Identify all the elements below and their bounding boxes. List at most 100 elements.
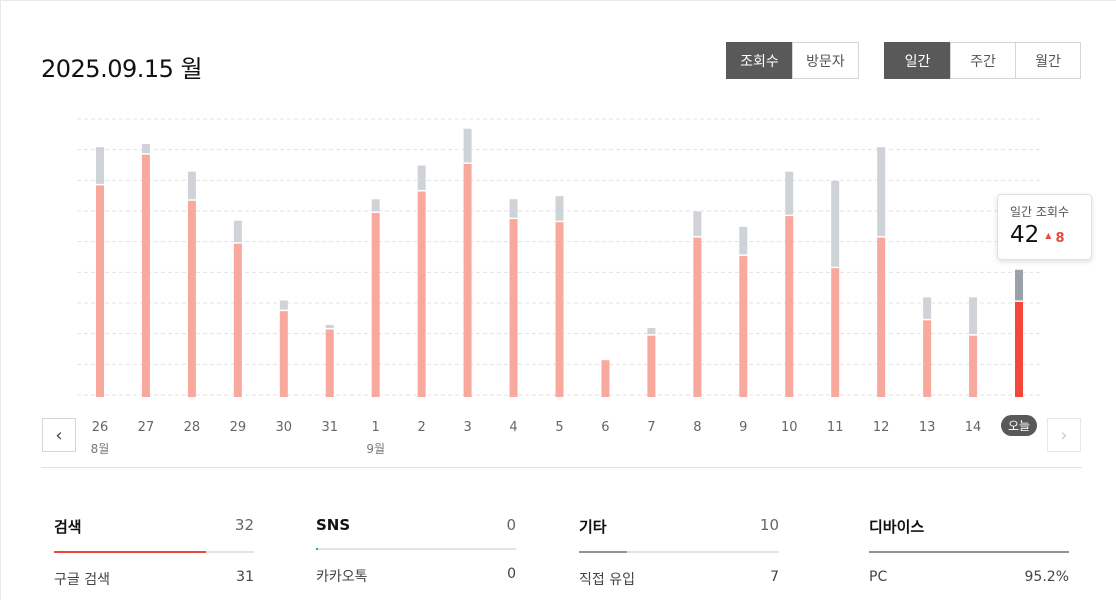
x-tick-label: 3 <box>463 420 471 435</box>
next-button[interactable]: › <box>1047 418 1081 452</box>
period-toggle: 일간 주간 월간 <box>884 42 1081 79</box>
bar-primary[interactable] <box>371 213 380 397</box>
stat-etc[interactable]: 기타 10 직접 유입 7 <box>579 516 779 589</box>
bar-primary[interactable] <box>831 268 840 397</box>
stat-bar <box>54 551 254 553</box>
stat-row-value: 31 <box>236 569 254 585</box>
bar-secondary[interactable] <box>923 297 932 319</box>
stat-row-value: 95.2% <box>1024 569 1069 585</box>
stat-label: 디바이스 <box>869 518 925 536</box>
stat-sns[interactable]: SNS 0 카카오톡 0 <box>316 516 516 586</box>
tooltip-label: 일간 조회수 <box>1010 205 1070 219</box>
bar-primary[interactable] <box>601 360 610 397</box>
bar-primary[interactable] <box>877 237 886 397</box>
x-tick-label: 14 <box>965 420 982 435</box>
stat-label: SNS <box>316 516 351 534</box>
x-tick-label: 5 <box>555 420 563 435</box>
bar-secondary[interactable] <box>969 297 978 335</box>
bar-primary[interactable] <box>785 216 794 397</box>
bar-secondary[interactable] <box>831 180 840 267</box>
divider <box>41 467 1082 468</box>
tab-daily[interactable]: 일간 <box>884 42 951 79</box>
x-tick-label: 9 <box>739 420 747 435</box>
bar-primary[interactable] <box>1015 301 1023 397</box>
x-tick-label: 2 <box>418 420 426 435</box>
bar-secondary[interactable] <box>417 165 426 191</box>
bar-secondary[interactable] <box>325 324 334 329</box>
month-label: 9월 <box>366 442 385 456</box>
tab-monthly[interactable]: 월간 <box>1015 42 1081 79</box>
chevron-left-icon: ‹ <box>55 424 63 446</box>
bar-secondary[interactable] <box>1015 269 1023 301</box>
x-tick-label: 30 <box>276 420 293 435</box>
stat-row-label: 구글 검색 <box>54 572 110 588</box>
bar-primary[interactable] <box>923 320 932 397</box>
chevron-right-icon: › <box>1060 424 1068 446</box>
stat-row-label: PC <box>869 569 888 585</box>
stat-search[interactable]: 검색 32 구글 검색 31 <box>54 516 254 589</box>
x-tick-label: 4 <box>509 420 517 435</box>
bar-primary[interactable] <box>279 311 288 397</box>
bar-secondary[interactable] <box>371 199 380 212</box>
bar-secondary[interactable] <box>96 147 104 184</box>
bar-secondary[interactable] <box>187 171 196 200</box>
bar-secondary[interactable] <box>509 199 518 218</box>
stat-row-label: 카카오톡 <box>316 569 368 585</box>
x-tick-label: 29 <box>230 420 247 435</box>
stat-value: 10 <box>759 516 779 534</box>
bar-secondary[interactable] <box>555 196 564 221</box>
tab-visitors[interactable]: 방문자 <box>792 42 859 79</box>
x-tick-label: 12 <box>873 420 890 435</box>
x-tick-label: 8 <box>693 420 701 435</box>
bar-secondary[interactable] <box>463 128 472 163</box>
stat-value: 0 <box>506 516 516 534</box>
x-tick-label: 13 <box>919 420 936 435</box>
stat-label: 검색 <box>54 518 82 536</box>
x-tick-label: 7 <box>647 420 655 435</box>
x-tick-label: 28 <box>184 420 201 435</box>
stat-bar <box>869 551 1069 553</box>
bar-primary[interactable] <box>141 154 150 397</box>
month-label: 8월 <box>91 442 110 456</box>
bar-secondary[interactable] <box>877 147 886 237</box>
stat-value: 32 <box>234 516 254 534</box>
bar-primary[interactable] <box>96 185 104 397</box>
stat-device[interactable]: 디바이스 PC 95.2% <box>869 516 1069 585</box>
bar-primary[interactable] <box>969 335 978 397</box>
bar-primary[interactable] <box>739 255 748 397</box>
x-tick-label: 11 <box>827 420 844 435</box>
bar-secondary[interactable] <box>141 144 150 154</box>
x-tick-label: 31 <box>321 420 338 435</box>
stat-bar-fill <box>579 551 627 553</box>
bar-primary[interactable] <box>693 237 702 397</box>
bar-primary[interactable] <box>187 200 196 397</box>
x-tick-label: 1 <box>372 420 380 435</box>
bar-secondary[interactable] <box>279 300 288 310</box>
bar-secondary[interactable] <box>739 226 748 255</box>
prev-button[interactable]: ‹ <box>42 418 76 452</box>
x-tick-label: 10 <box>781 420 798 435</box>
bar-primary[interactable] <box>325 329 334 397</box>
bar-primary[interactable] <box>509 219 518 397</box>
svg-text:오늘: 오늘 <box>1008 419 1030 433</box>
bar-secondary[interactable] <box>647 328 656 335</box>
bar-primary[interactable] <box>463 163 472 397</box>
stat-bar-fill <box>54 551 206 553</box>
bar-primary[interactable] <box>555 222 564 397</box>
bar-primary[interactable] <box>417 191 426 397</box>
stat-row-label: 직접 유입 <box>579 572 635 588</box>
stat-row-value: 7 <box>770 569 779 585</box>
bar-secondary[interactable] <box>785 171 794 215</box>
bar-secondary[interactable] <box>693 211 702 237</box>
bar-secondary[interactable] <box>233 220 242 243</box>
bar-primary[interactable] <box>647 335 656 397</box>
tab-views[interactable]: 조회수 <box>726 42 793 79</box>
metric-toggle: 조회수 방문자 <box>726 42 859 79</box>
page-title: 2025.09.15 월 <box>41 55 203 83</box>
bar-primary[interactable] <box>233 243 242 397</box>
up-triangle-icon: ▲ <box>1045 231 1052 240</box>
stat-bar-fill <box>316 548 318 550</box>
tooltip-value: 42 <box>1010 222 1040 248</box>
